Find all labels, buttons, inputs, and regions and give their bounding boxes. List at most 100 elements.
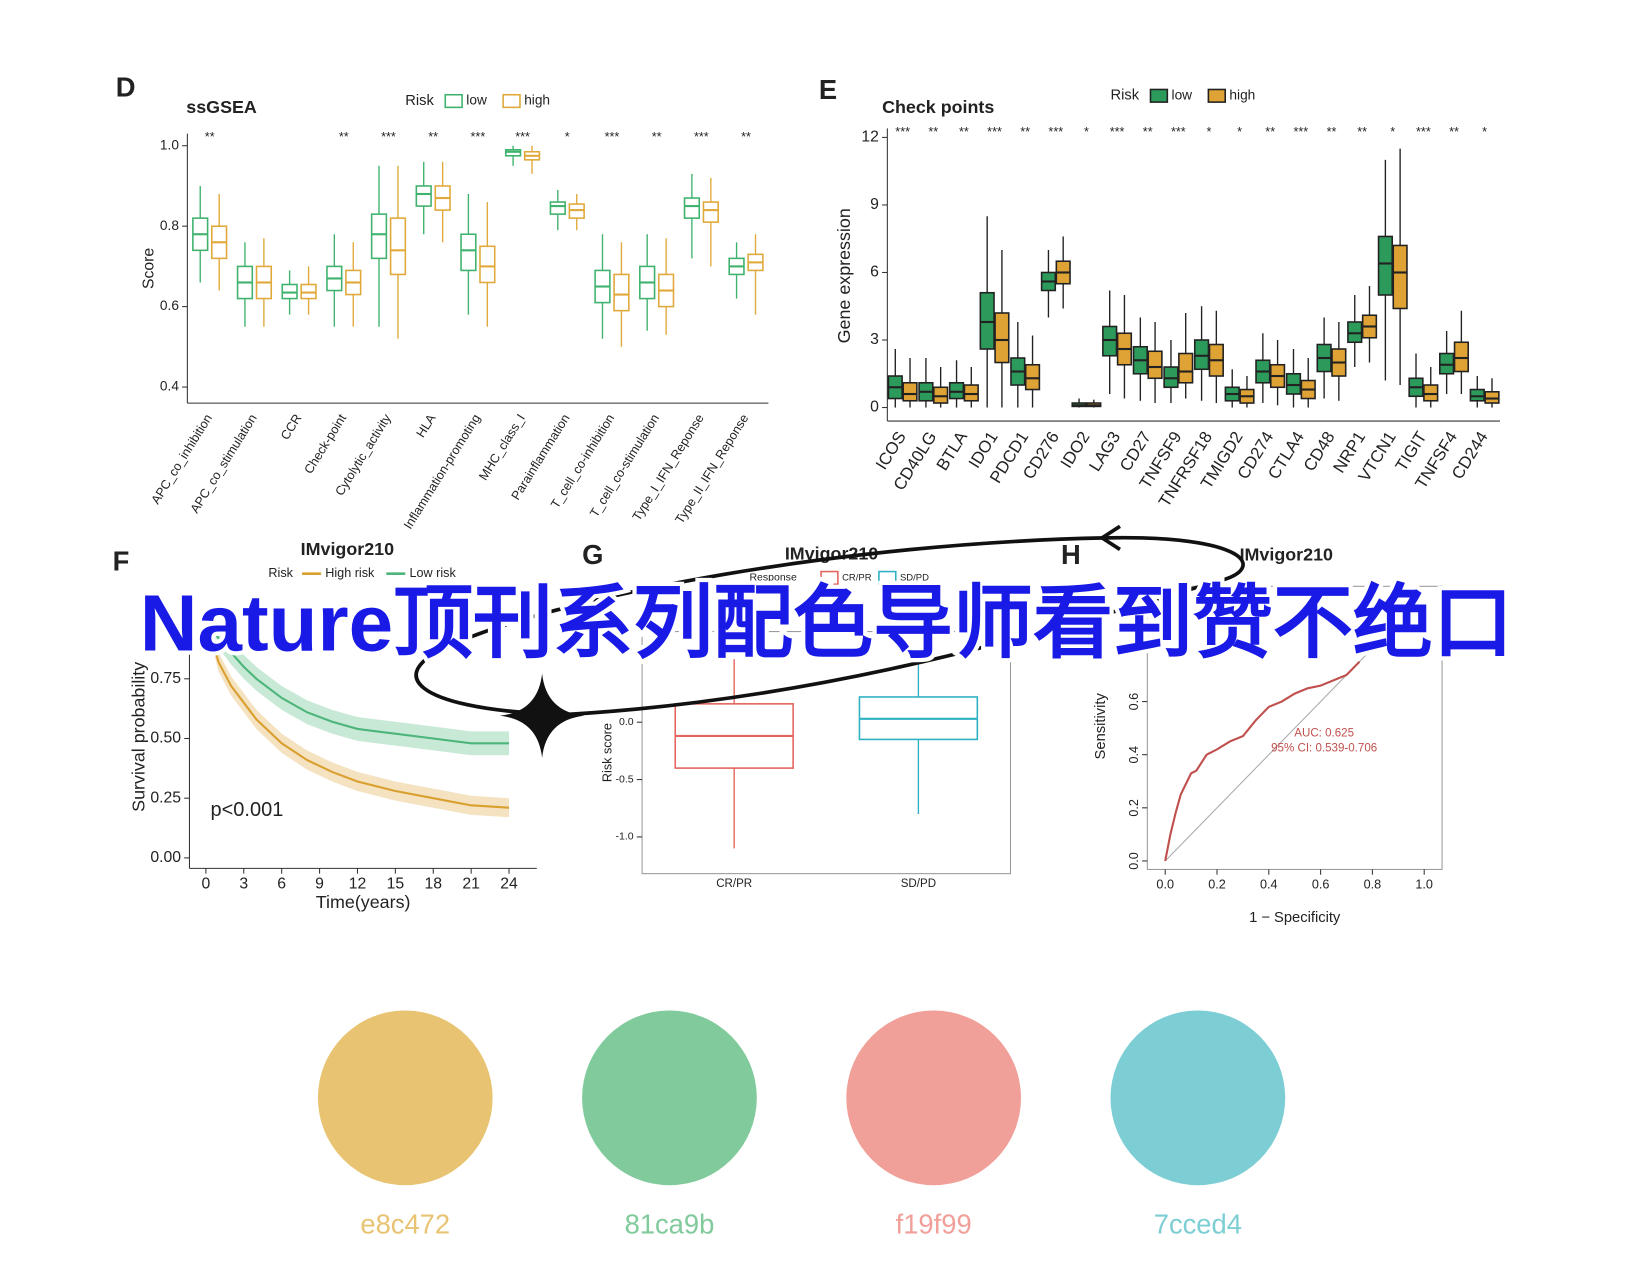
color-swatch	[1110, 1010, 1286, 1186]
y-axis-title: Sensitivity	[1093, 693, 1109, 760]
x-tick-label: 21	[462, 875, 480, 892]
legend-label: high	[1229, 87, 1255, 102]
significance: ***	[1171, 125, 1186, 139]
swatch-label: 7cced4	[1154, 1209, 1242, 1240]
significance: *	[565, 130, 570, 144]
panel-letter: H	[1061, 539, 1081, 570]
legend-title: Risk	[268, 566, 293, 580]
significance: **	[1357, 125, 1367, 139]
box	[1178, 352, 1194, 384]
panel-letter: D	[116, 72, 136, 103]
swoosh	[414, 524, 1245, 718]
y-tick-label: 0.50	[150, 730, 181, 747]
box	[1163, 366, 1179, 389]
data-line	[1164, 660, 1361, 862]
x-tick-label: 0.0	[1156, 878, 1174, 892]
x-tick-label: 9	[315, 875, 324, 892]
significance: **	[652, 130, 662, 144]
color-swatch	[846, 1010, 1022, 1186]
banner-title: Nature顶刊系列配色导师看到赞不绝口	[140, 579, 1513, 668]
legend-title: Response	[749, 572, 797, 584]
significance: ***	[1110, 125, 1125, 139]
legend-swatch	[1149, 88, 1169, 103]
sparkle	[499, 673, 585, 758]
significance: *	[1084, 125, 1089, 139]
significance: **	[1449, 125, 1459, 139]
box	[979, 291, 995, 350]
x-tick-label: 0.8	[1364, 878, 1382, 892]
legend-title: Risk	[405, 93, 434, 109]
box	[549, 201, 566, 215]
box	[1423, 384, 1439, 402]
y-axis-title: Gene expression	[834, 208, 854, 343]
box	[963, 384, 979, 402]
chart-title: IMvigor210	[301, 539, 394, 559]
x-tick-label: CR/PR	[716, 878, 752, 890]
y-tick-label: 0.2	[1127, 799, 1141, 817]
box	[460, 233, 477, 272]
legend-title: Risk	[1110, 88, 1139, 104]
box	[994, 312, 1010, 364]
x-tick-label: LAG3	[1085, 428, 1124, 475]
x-tick-label: 24	[500, 875, 518, 892]
swatch-label: 81ca9b	[625, 1209, 715, 1240]
legend-swatch	[1207, 88, 1227, 103]
x-tick-label: 0.6	[1312, 878, 1330, 892]
chart-title: IMvigor210	[785, 543, 878, 563]
legend-swatch	[878, 570, 897, 585]
significance: ***	[515, 130, 530, 144]
legend-swatch	[444, 93, 463, 109]
x-tick-label: 18	[424, 875, 442, 892]
x-tick-label: 15	[387, 875, 405, 892]
box	[1377, 235, 1394, 296]
y-axis-title: Risk score	[601, 723, 615, 782]
significance: **	[959, 125, 969, 139]
significance: **	[1327, 125, 1337, 139]
significance: ***	[605, 130, 620, 144]
swatch-label: e8c472	[360, 1209, 450, 1240]
y-tick-label: 1.0	[160, 137, 179, 152]
y-tick-label: 0.00	[150, 849, 181, 866]
box	[1285, 372, 1302, 395]
y-tick-label: 0.4	[1127, 746, 1141, 764]
content: DssGSEA0.40.60.81.0ScoreAPC_co_inhibitio…	[113, 72, 1517, 1240]
chart-title: Check points	[882, 97, 994, 117]
y-tick-label: 9	[870, 196, 879, 213]
box	[702, 201, 719, 223]
significance: **	[205, 130, 215, 144]
y-tick-label: -0.5	[616, 773, 634, 785]
panel-letter: F	[113, 545, 130, 576]
y-tick-label: 0.0	[619, 716, 634, 728]
y-tick-label: 0.4	[160, 379, 179, 394]
x-tick-label: Inflammation-promoting	[401, 412, 483, 532]
y-axis-title: Survival probability	[129, 662, 149, 812]
y-tick-label: 0	[870, 399, 879, 416]
x-tick-label: HLA	[414, 411, 439, 440]
x-tick-label: 0.4	[1260, 878, 1278, 892]
annotation: p<0.001	[211, 799, 284, 821]
x-tick-label: 0	[201, 875, 210, 892]
significance: ***	[1048, 125, 1063, 139]
significance: *	[1207, 125, 1212, 139]
annotation: AUC: 0.625	[1294, 728, 1354, 740]
y-tick-label: 6	[870, 264, 879, 281]
legend-label: high	[524, 93, 550, 108]
color-swatch	[582, 1010, 757, 1186]
swatches: e8c472 81ca9b f19f99 7cced4	[317, 1010, 1286, 1240]
box	[1453, 341, 1470, 373]
box	[370, 213, 388, 260]
color-swatch	[317, 1010, 493, 1186]
x-tick-label: 6	[277, 875, 286, 892]
plot-frame	[641, 631, 1012, 875]
y-tick-label: 3	[870, 331, 879, 348]
x-tick-label: 12	[349, 875, 367, 892]
y-tick-label: 12	[861, 129, 879, 146]
legend-label: CR/PR	[842, 572, 872, 583]
confidence-band	[205, 619, 510, 818]
box	[1193, 339, 1210, 371]
box	[1024, 363, 1041, 391]
significance: *	[1482, 125, 1487, 139]
box	[1392, 244, 1408, 310]
